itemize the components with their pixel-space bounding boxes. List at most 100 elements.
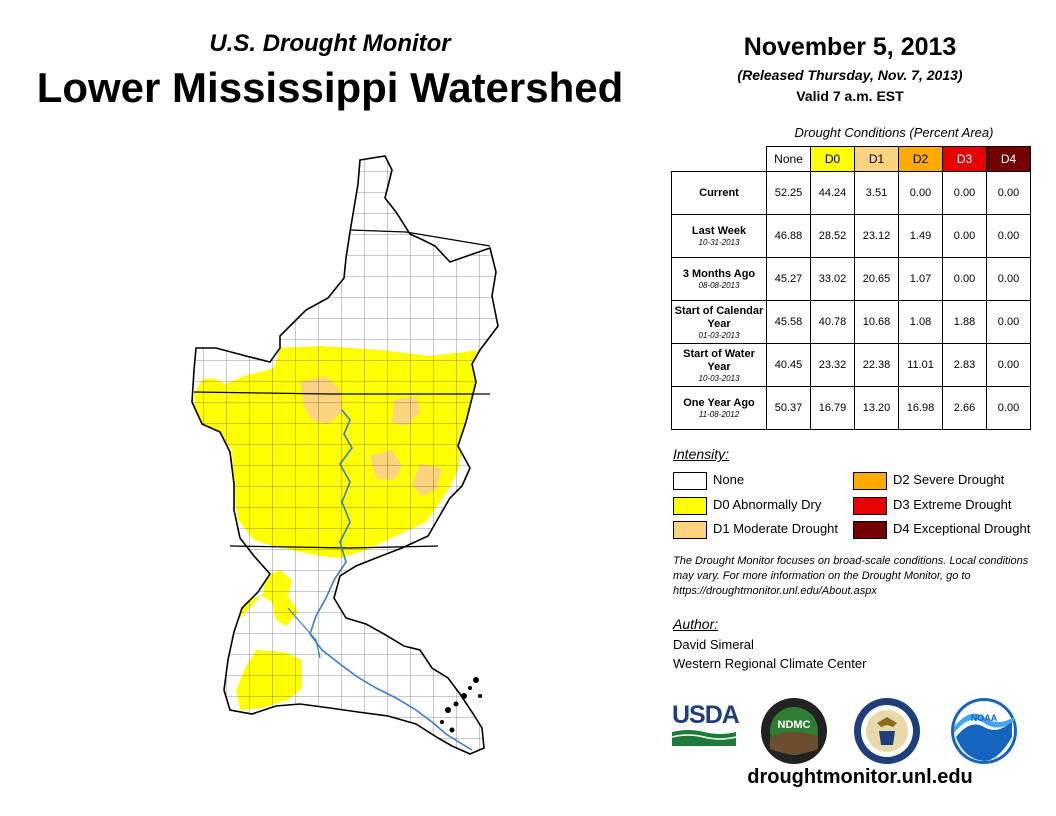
legend-swatch <box>853 496 887 515</box>
noaa-logo: NOAA <box>951 698 1017 764</box>
row-label-text: Start of Water Year <box>683 347 755 373</box>
table-cell: 20.65 <box>854 257 899 301</box>
noaa-logo-text: NOAA <box>971 713 998 723</box>
table-cell: 1.07 <box>898 257 943 301</box>
usda-logo-text: USDA <box>672 701 740 729</box>
row-date: 08-08-2013 <box>698 281 740 290</box>
table-cell: 3.51 <box>854 171 899 215</box>
valid-date: November 5, 2013 <box>743 33 957 61</box>
row-date: 10-31-2013 <box>698 238 740 247</box>
table-row: One Year Ago 11-08-2012 50.37 16.79 13.20… <box>671 386 1031 430</box>
table-cell: 45.58 <box>766 300 811 344</box>
row-label: Start of Water Year 10-03-2013 <box>671 343 767 387</box>
mississippi-river <box>309 409 473 751</box>
legend-swatch <box>673 496 707 515</box>
map-title: Lower Mississippi Watershed <box>36 64 624 111</box>
author-heading: Author: <box>673 616 719 632</box>
legend-item-d2: D2 Severe Drought <box>853 471 1005 490</box>
table-cell: 0.00 <box>986 214 1031 258</box>
drought-map <box>191 155 499 755</box>
table-cell: 45.27 <box>766 257 811 301</box>
map-subtitle: U.S. Drought Monitor <box>209 30 451 57</box>
table-cell: 0.00 <box>986 171 1031 215</box>
table-cell: 52.25 <box>766 171 811 215</box>
legend-swatch <box>853 471 887 490</box>
table-cell: 0.00 <box>942 214 987 258</box>
table-cell: 10.68 <box>854 300 899 344</box>
table-cell: 40.78 <box>810 300 855 344</box>
coastal-marsh <box>440 677 482 733</box>
legend-label: D3 Extreme Drought <box>893 497 1012 512</box>
table-cell: 0.00 <box>898 171 943 215</box>
usda-logo: USDA <box>671 701 740 748</box>
legend-item-d4: D4 Exceptional Drought <box>853 520 1031 539</box>
legend-item-d0: D0 Abnormally Dry <box>673 496 822 515</box>
legend-label: D0 Abnormally Dry <box>713 497 822 512</box>
table-row: Last Week 10-31-2013 46.88 28.52 23.12 1.… <box>671 214 1031 258</box>
row-label-text: Start of Calendar Year <box>674 304 764 330</box>
row-label: 3 Months Ago 08-08-2013 <box>671 257 767 301</box>
table-cell: 50.37 <box>766 386 811 430</box>
row-date: 01-03-2013 <box>698 330 740 340</box>
legend-label: D2 Severe Drought <box>893 472 1005 487</box>
row-label-text: Current <box>699 186 739 199</box>
table-cell: 1.08 <box>898 300 943 344</box>
ndmc-logo: NDMC <box>761 698 827 764</box>
table-cell: 13.20 <box>854 386 899 430</box>
legend-swatch <box>673 520 707 539</box>
legend-swatch <box>853 520 887 539</box>
column-header-none: None <box>766 146 811 172</box>
website-url[interactable]: droughtmonitor.unl.edu <box>747 766 973 788</box>
table-cell: 16.79 <box>810 386 855 430</box>
row-label-text: 3 Months Ago <box>682 268 756 280</box>
table-cell: 0.00 <box>986 257 1031 301</box>
column-header-d0: D0 <box>810 146 855 172</box>
row-label-text: One Year Ago <box>683 397 755 409</box>
author-organization: Western Regional Climate Center <box>673 656 867 671</box>
column-header-d2: D2 <box>898 146 943 172</box>
table-cell: 1.49 <box>898 214 943 258</box>
table-cell: 33.02 <box>810 257 855 301</box>
release-date: (Released Thursday, Nov. 7, 2013) <box>737 67 963 83</box>
table-cell: 0.00 <box>986 343 1031 387</box>
legend-title: Intensity: <box>673 446 730 462</box>
table-cell: 28.52 <box>810 214 855 258</box>
legend-swatch <box>673 471 707 490</box>
row-label: Start of Calendar Year 01-03-2013 <box>671 300 767 344</box>
legend-label: None <box>713 472 745 487</box>
table-cell: 1.88 <box>942 300 987 344</box>
disclaimer-note: The Drought Monitor focuses on broad-sca… <box>673 555 1029 597</box>
table-cell: 22.38 <box>854 343 899 387</box>
table-cell: 11.01 <box>898 343 943 387</box>
legend-label: D1 Moderate Drought <box>713 521 839 536</box>
drought-stats-table: None D0 D1 D2 D3 D4 Current 52.25 44.24 … <box>671 146 1031 430</box>
row-label: Current <box>671 171 767 215</box>
legend-item-d3: D3 Extreme Drought <box>853 496 1012 515</box>
table-cell: 2.66 <box>942 386 987 430</box>
tributary-river <box>287 607 321 659</box>
table-cell: 0.00 <box>942 257 987 301</box>
table-cell: 0.00 <box>986 386 1031 430</box>
table-row: Start of Water Year 10-03-2013 40.45 23.3… <box>671 343 1031 387</box>
table-row: 3 Months Ago 08-08-2013 45.27 33.02 20.65… <box>671 257 1031 301</box>
table-row: Start of Calendar Year 01-03-2013 45.58 4… <box>671 300 1031 344</box>
valid-time: Valid 7 a.m. EST <box>796 88 904 104</box>
table-row: Current 52.25 44.24 3.51 0.00 0.00 0.00 <box>671 171 1031 215</box>
row-date: 10-03-2013 <box>698 373 740 383</box>
row-label: Last Week 10-31-2013 <box>671 214 767 258</box>
table-cell: 0.00 <box>986 300 1031 344</box>
row-label-text: Last Week <box>691 225 747 237</box>
table-cell: 0.00 <box>942 171 987 215</box>
legend-label: D4 Exceptional Drought <box>893 521 1031 536</box>
table-cell: 40.45 <box>766 343 811 387</box>
usda-wave-icon <box>671 730 737 746</box>
table-caption: Drought Conditions (Percent Area) <box>794 125 994 140</box>
table-cell: 2.83 <box>942 343 987 387</box>
column-header-d3: D3 <box>942 146 987 172</box>
row-label: One Year Ago 11-08-2012 <box>671 386 767 430</box>
table-corner <box>672 147 767 172</box>
table-cell: 23.12 <box>854 214 899 258</box>
ndmc-logo-text: NDMC <box>778 719 811 731</box>
doc-seal-logo <box>854 698 920 764</box>
table-cell: 46.88 <box>766 214 811 258</box>
